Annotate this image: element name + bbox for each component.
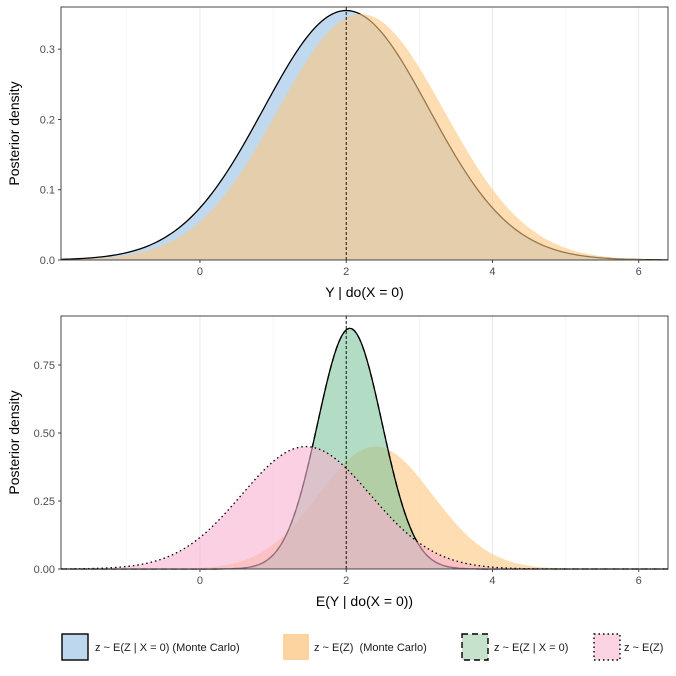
y-tick-label: 0.3 <box>40 44 55 56</box>
x-tick-label: 4 <box>489 575 495 587</box>
x-tick-label: 0 <box>197 266 203 278</box>
x-axis-title: Y | do(X = 0) <box>325 284 403 300</box>
y-tick-label: 0.50 <box>34 428 55 440</box>
panel-border <box>60 6 669 261</box>
density-area-marg <box>61 446 668 569</box>
x-tick-label: 6 <box>636 266 642 278</box>
x-tick-label: 6 <box>636 575 642 587</box>
y-tick-label: 0.0 <box>40 255 55 267</box>
y-tick-label: 0.00 <box>34 564 55 576</box>
y-tick-label: 0.2 <box>40 114 55 126</box>
x-tick-label: 4 <box>489 266 495 278</box>
legend-label-mc_cond: z ~ E(Z | X = 0) (Monte Carlo) <box>95 642 240 654</box>
y-tick-label: 0.75 <box>34 360 55 372</box>
legend-label-marg: z ~ E(Z) <box>624 642 663 654</box>
y-axis-title: Posterior density <box>6 390 22 494</box>
density-area-mc_marg <box>61 14 668 260</box>
bottom-density-panel: 0 2 4 6 0.00 0.25 0.50 0.75 E(Y | do(X = 0)) Post… <box>6 315 669 609</box>
legend-key-mc_marg <box>283 634 309 660</box>
density-area-cond <box>61 328 668 569</box>
x-tick-label: 0 <box>197 575 203 587</box>
legend-label-cond: z ~ E(Z | X = 0) <box>494 642 568 654</box>
y-axis-title: Posterior density <box>6 81 22 185</box>
x-axis-title: E(Y | do(X = 0)) <box>316 593 413 609</box>
legend-key-cond <box>461 633 489 661</box>
legend: z ~ E(Z | X = 0) (Monte Carlo) z ~ E(Z) (… <box>61 633 663 661</box>
y-tick-label: 0.1 <box>40 185 55 197</box>
x-tick-label: 2 <box>343 266 349 278</box>
x-tick-label: 2 <box>343 575 349 587</box>
y-tick-label: 0.25 <box>34 496 55 508</box>
legend-label-mc_marg: z ~ E(Z) (Monte Carlo) <box>314 642 427 654</box>
legend-key-marg <box>593 633 621 661</box>
top-density-panel: 0 2 4 6 0.0 0.1 0.2 0.3 Y | do(X = 0) Posterior d… <box>6 6 669 300</box>
legend-key-mc_cond <box>61 633 89 661</box>
panel-border <box>60 315 669 570</box>
